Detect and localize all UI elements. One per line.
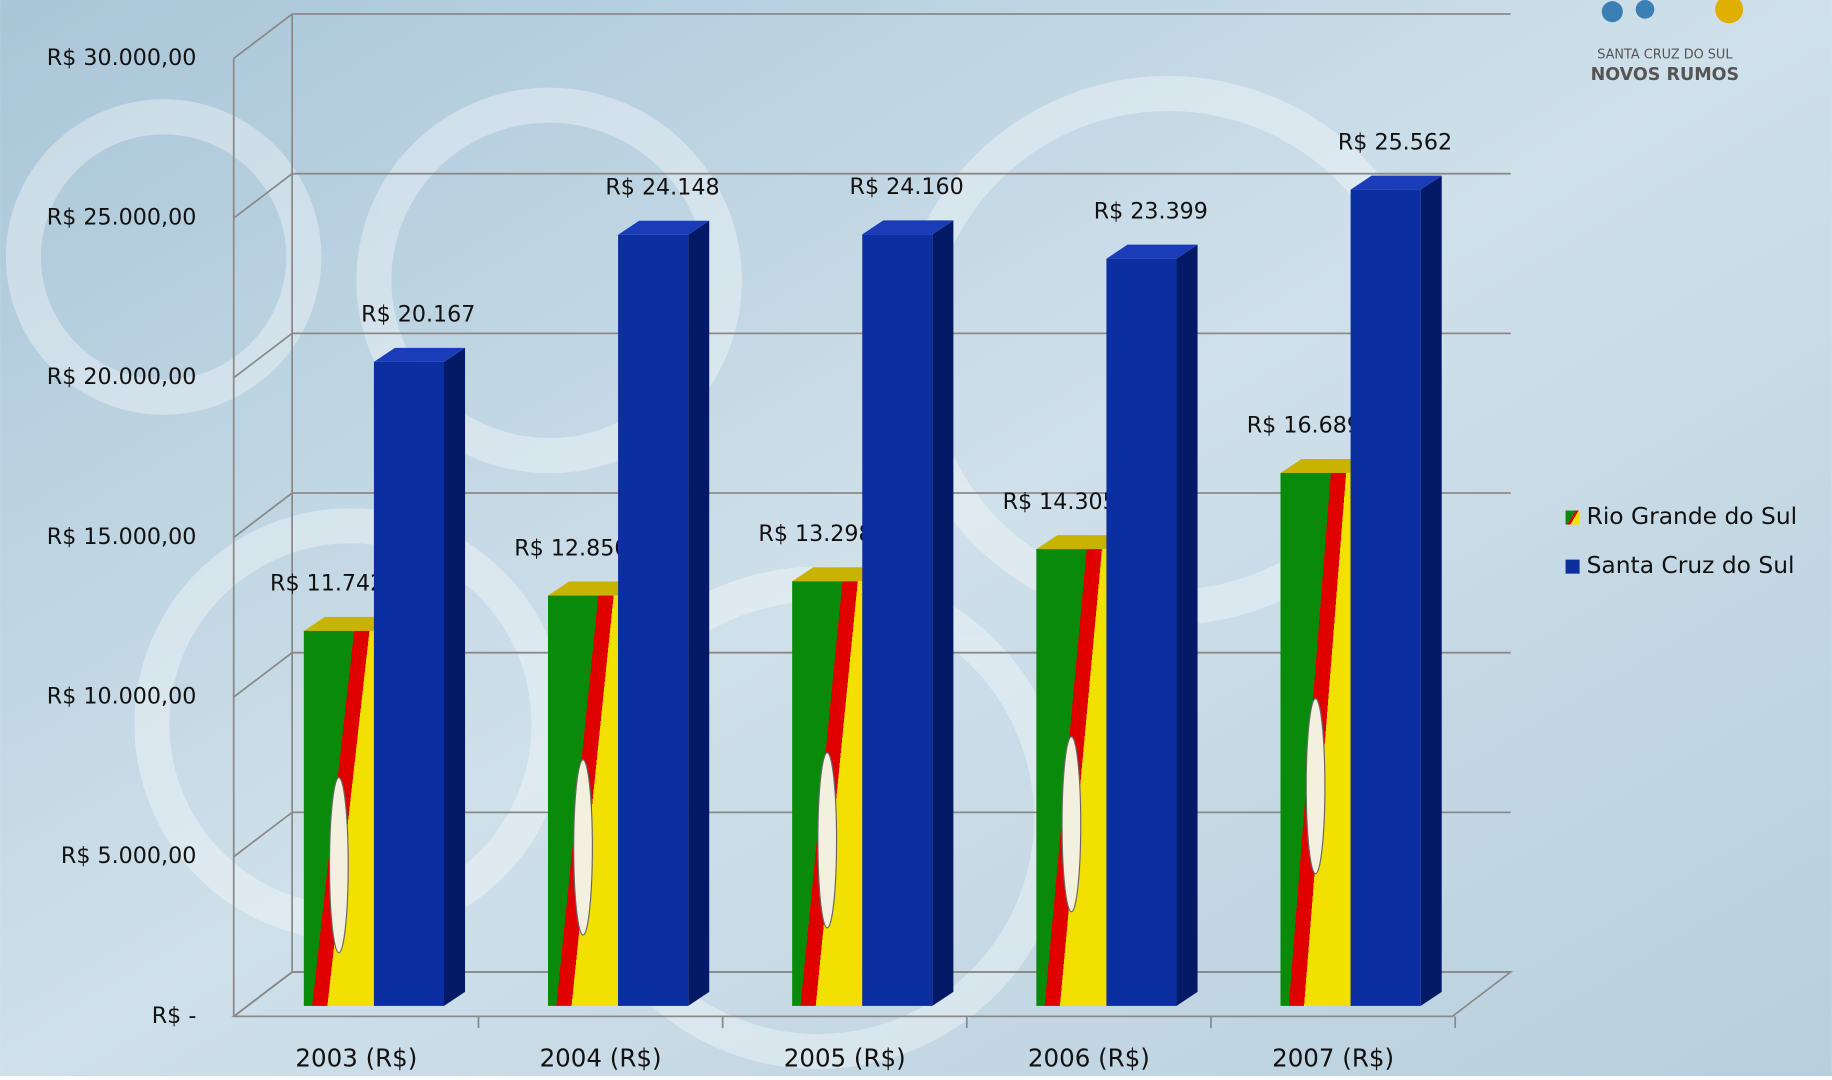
chart: SANTA CRUZ DO SUL NOVOS RUMOS R$ - R$ 5.0… [0,0,1832,1076]
value-label: R$ 25.562 [1338,129,1452,155]
x-tick-label: 2003 (R$) [295,1044,417,1073]
bar-side [444,348,465,1006]
page: SANTA CRUZ DO SUL NOVOS RUMOS R$ - R$ 5.0… [0,0,1832,1076]
x-tick-label: 2007 (R$) [1272,1044,1394,1073]
bar [1351,190,1421,1006]
bar [1106,259,1176,1006]
y-tick-label: R$ 30.000,00 [47,45,197,71]
bar-side [688,221,709,1006]
bar-emblem [1306,699,1325,874]
x-tick-label: 2004 (R$) [540,1044,662,1073]
value-label: R$ 12.850 [514,535,628,561]
y-tick-label: R$ 10.000,00 [47,684,197,710]
bar [862,234,932,1006]
bar-side [1177,245,1198,1006]
y-tick-label: R$ 5.000,00 [61,843,196,869]
bar-side [1421,176,1442,1006]
logo-text: NOVOS RUMOS [1591,65,1740,85]
y-tick-label: R$ 25.000,00 [47,205,197,231]
value-label: R$ 14.305 [1003,489,1117,515]
value-label: R$ 23.399 [1094,198,1208,224]
value-label: R$ 13.298 [758,521,872,547]
bar-emblem [1062,737,1081,912]
bar-emblem [818,753,837,928]
x-tick-label: 2006 (R$) [1028,1044,1150,1073]
value-label: R$ 11.742 [270,571,384,597]
y-tick-label: R$ - [152,1003,197,1029]
bar-side [932,220,953,1006]
bar-emblem [574,760,593,935]
y-tick-label: R$ 20.000,00 [47,364,197,390]
y-tick-label: R$ 15.000,00 [47,524,197,550]
logo-text: SANTA CRUZ DO SUL [1597,47,1733,62]
x-tick-label: 2005 (R$) [784,1044,906,1073]
bar [618,235,688,1006]
bar-emblem [330,778,349,953]
legend-label: Rio Grande do Sul [1587,502,1798,530]
bar [374,362,444,1006]
value-label: R$ 16.689 [1247,413,1361,439]
legend-marker [1566,511,1580,525]
value-label: R$ 24.148 [605,175,719,201]
value-label: R$ 24.160 [850,174,964,200]
legend-marker [1566,560,1580,574]
value-label: R$ 20.167 [361,302,475,328]
legend-label: Santa Cruz do Sul [1587,551,1795,579]
